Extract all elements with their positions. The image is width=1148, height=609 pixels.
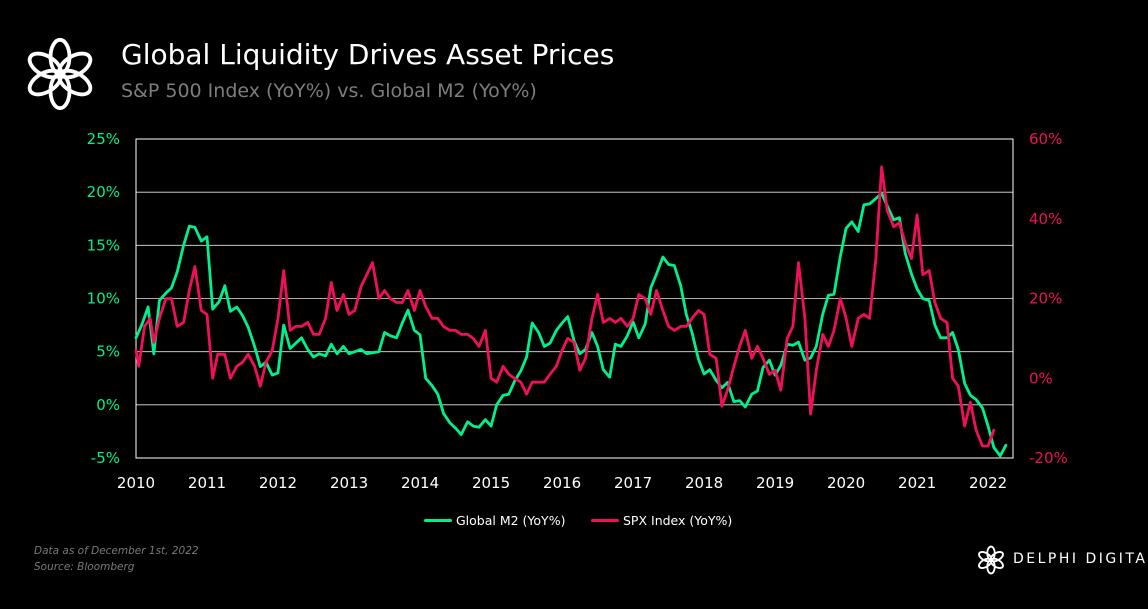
series-line-m2 [134,191,1008,458]
y-axis-right: -20% 0% 20% 40% 60% [1029,130,1068,467]
x-tick-label: 2010 [117,474,155,492]
brand-logo-icon [978,545,1004,575]
series-lines [134,165,1008,458]
x-tick-label: 2019 [756,474,794,492]
data-date-note: Data as of December 1st, 2022 [34,545,199,557]
legend-swatch-m2 [424,519,452,522]
x-tick-label: 2013 [330,474,368,492]
x-tick-label: 2022 [969,474,1007,492]
legend-item-m2: Global M2 (YoY%) [424,513,565,528]
source-note: Source: Bloomberg [34,561,135,573]
page-title: Global Liquidity Drives Asset Prices [121,38,615,71]
y-right-tick-label: 0% [1029,369,1053,387]
delphi-logo-icon [27,37,93,111]
x-tick-label: 2021 [898,474,936,492]
legend-swatch-spx [591,519,619,522]
x-tick-label: 2017 [614,474,652,492]
y-left-tick-label: 20% [87,183,120,201]
x-tick-label: 2015 [472,474,510,492]
y-right-tick-label: 60% [1029,130,1062,148]
legend-label-m2: Global M2 (YoY%) [456,513,566,528]
y-left-tick-label: 0% [96,396,120,414]
x-axis: 2010 2011 2012 2013 2014 2015 2016 2017 2018 2019… [117,474,1007,492]
y-right-tick-label: -20% [1029,449,1068,467]
x-tick-label: 2020 [827,474,865,492]
grid [135,138,1014,459]
y-right-tick-label: 20% [1029,290,1062,308]
x-tick-label: 2012 [259,474,297,492]
y-left-tick-label: 10% [87,290,120,308]
x-tick-label: 2014 [401,474,439,492]
legend-label-spx: SPX Index (YoY%) [623,513,733,528]
y-right-tick-label: 40% [1029,210,1062,228]
legend-item-spx: SPX Index (YoY%) [591,513,732,528]
y-left-tick-label: -5% [91,449,120,467]
y-axis-left: -5% 0% 5% 10% 15% 20% 25% [87,130,120,467]
x-tick-label: 2016 [543,474,581,492]
page-subtitle: S&P 500 Index (YoY%) vs. Global M2 (YoY%… [121,80,537,102]
y-left-tick-label: 15% [87,236,120,254]
x-tick-label: 2011 [188,474,226,492]
y-left-tick-label: 5% [96,343,120,361]
x-tick-label: 2018 [685,474,723,492]
series-line-spx [134,165,996,448]
y-left-tick-label: 25% [87,130,120,148]
brand-name: DELPHI DIGITAL [1013,551,1148,567]
